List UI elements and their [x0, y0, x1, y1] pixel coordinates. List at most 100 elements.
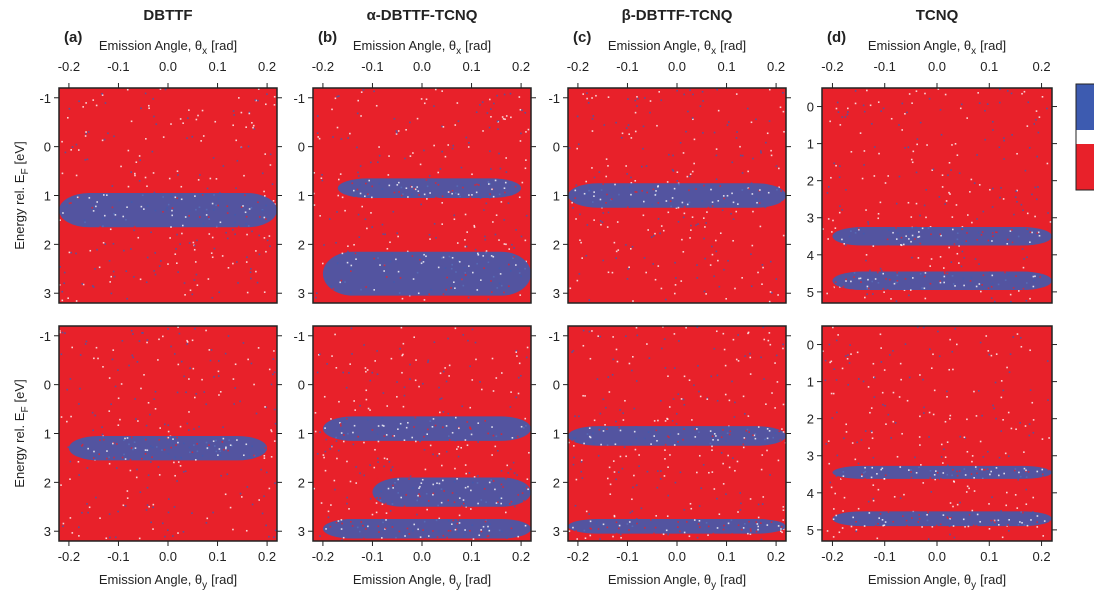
noise [232, 262, 234, 265]
noise [106, 450, 108, 452]
noise [737, 334, 739, 336]
noise [990, 297, 993, 299]
noise [685, 130, 687, 133]
noise [152, 506, 154, 509]
noise [596, 378, 599, 380]
noise [747, 187, 750, 189]
noise [961, 250, 964, 253]
noise [96, 248, 98, 251]
noise [490, 280, 492, 282]
noise [602, 259, 605, 262]
noise [878, 517, 880, 519]
noise [409, 475, 412, 478]
noise [762, 496, 765, 498]
noise [676, 89, 678, 92]
noise [696, 471, 698, 474]
noise [386, 405, 389, 407]
axis-label-sub: x [202, 46, 207, 57]
noise [663, 475, 666, 477]
noise [749, 528, 752, 530]
noise [226, 473, 229, 476]
noise [573, 184, 576, 187]
noise [760, 538, 763, 541]
noise [510, 500, 513, 503]
noise [619, 455, 622, 458]
noise [60, 416, 63, 418]
noise [117, 510, 119, 513]
noise [362, 89, 365, 91]
noise [976, 154, 978, 156]
noise [990, 354, 993, 357]
noise [659, 232, 661, 235]
noise [187, 429, 190, 431]
noise [61, 299, 64, 302]
noise [402, 342, 405, 345]
noise [434, 88, 437, 91]
noise [959, 107, 962, 110]
noise [434, 196, 437, 199]
noise [272, 358, 275, 360]
noise [264, 406, 266, 408]
noise [828, 462, 831, 465]
noise [620, 136, 623, 139]
noise [360, 521, 363, 523]
noise [915, 202, 918, 205]
x-tick-label: 0.2 [1033, 549, 1051, 564]
noise [1019, 337, 1022, 339]
noise [158, 338, 160, 341]
noise [458, 497, 461, 499]
noise [263, 195, 266, 197]
noise [591, 167, 593, 169]
y-tick-label: 3 [807, 211, 814, 226]
noise [520, 235, 523, 238]
noise [377, 440, 380, 443]
noise [221, 255, 224, 257]
noise [67, 297, 69, 300]
noise [439, 398, 441, 400]
noise [234, 363, 237, 366]
noise [697, 365, 699, 367]
noise [736, 131, 738, 133]
noise [485, 202, 488, 205]
noise [464, 486, 467, 489]
noise [589, 357, 592, 360]
noise [263, 216, 266, 219]
noise [833, 508, 835, 510]
noise [373, 289, 376, 291]
noise [946, 464, 949, 467]
noise [839, 165, 841, 168]
noise [598, 171, 601, 173]
noise [620, 536, 622, 539]
noise [465, 136, 468, 139]
noise [524, 111, 527, 114]
noise [179, 118, 182, 120]
noise [949, 338, 951, 341]
noise [133, 276, 135, 278]
noise [967, 214, 969, 216]
noise [929, 265, 932, 267]
noise [1036, 232, 1039, 234]
noise [699, 395, 702, 398]
noise [462, 499, 465, 501]
noise [206, 187, 209, 190]
noise [1004, 452, 1007, 455]
noise [758, 202, 761, 204]
noise [951, 350, 954, 353]
noise [401, 354, 403, 357]
noise [761, 454, 764, 456]
noise [1036, 515, 1039, 517]
noise [689, 173, 692, 176]
noise [925, 189, 928, 191]
axis-label-text: Energy rel. E [12, 412, 27, 487]
noise [912, 150, 915, 153]
noise [636, 522, 638, 525]
noise [317, 136, 320, 138]
noise [715, 330, 718, 333]
noise [876, 537, 879, 540]
noise [904, 343, 907, 345]
noise [186, 339, 188, 342]
noise [1039, 276, 1042, 278]
noise [269, 164, 272, 166]
noise [364, 195, 366, 198]
noise [767, 191, 770, 194]
